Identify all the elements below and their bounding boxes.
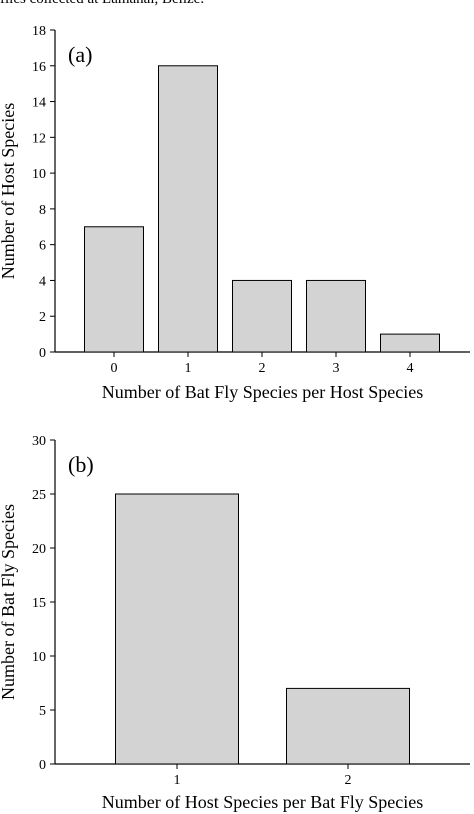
a-y-tick-label: 4: [39, 274, 46, 289]
a-x-tick-label: 3: [333, 361, 340, 376]
a-y-tick-label: 6: [39, 239, 46, 254]
a-y-tick-label: 18: [32, 24, 46, 39]
a-x-axis-title: Number of Bat Fly Species per Host Speci…: [102, 382, 423, 402]
b-y-tick-label: 20: [32, 542, 46, 557]
a-y-tick-label: 8: [39, 203, 46, 218]
b-y-tick-label: 0: [39, 758, 46, 773]
b-y-tick-label: 5: [39, 704, 46, 719]
b-y-tick-label: 25: [32, 488, 46, 503]
a-y-tick-label: 16: [32, 60, 46, 75]
a-y-tick-label: 14: [32, 96, 46, 111]
a-y-tick-label: 2: [39, 310, 46, 325]
a-x-tick-label: 4: [407, 361, 414, 376]
a-x-tick-label: 1: [185, 361, 192, 376]
b-bar-2: [286, 687, 410, 765]
a-y-tick-label: 12: [32, 131, 46, 146]
a-y-axis-title: Number of Host Species: [0, 103, 18, 279]
a-x-tick-label: 0: [111, 361, 118, 376]
a-bar-0: [84, 226, 144, 353]
a-bar-4: [380, 333, 440, 353]
a-y-tick-label: 10: [32, 167, 46, 182]
b-bar-1: [115, 493, 239, 765]
a-y-tick-label: 0: [39, 346, 46, 361]
figure-caption: flies collected at Lamanai, Belize.: [0, 0, 204, 8]
a-x-tick-label: 2: [259, 361, 266, 376]
b-panel-label: (b): [68, 452, 94, 477]
b-x-axis-title: Number of Host Species per Bat Fly Speci…: [102, 792, 423, 812]
b-x-tick-label: 1: [174, 773, 181, 788]
b-y-tick-label: 15: [32, 596, 46, 611]
a-bar-1: [158, 65, 218, 353]
b-y-tick-label: 10: [32, 650, 46, 665]
b-y-tick-label: 30: [32, 434, 46, 449]
a-panel-label: (a): [68, 42, 92, 67]
a-bar-2: [232, 279, 292, 353]
a-bar-3: [306, 279, 366, 353]
b-x-tick-label: 2: [345, 773, 352, 788]
b-y-axis-title: Number of Bat Fly Species: [0, 504, 18, 700]
